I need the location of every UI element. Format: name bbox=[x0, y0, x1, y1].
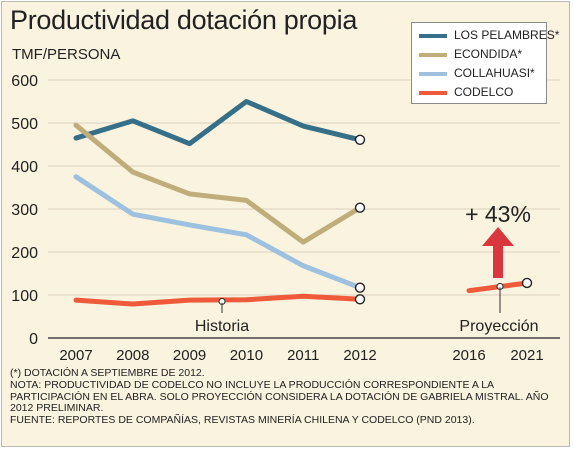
growth-label: + 43% bbox=[465, 201, 531, 227]
x-tick-label-2009: 2009 bbox=[173, 347, 206, 364]
legend-label-collahuasi: COLLAHUASI* bbox=[454, 66, 535, 80]
growth-arrow-shaft bbox=[493, 244, 503, 278]
y-tick-label-100: 100 bbox=[11, 288, 38, 305]
legend-item-codelco: CODELCO bbox=[412, 83, 546, 102]
legend-label-escondida: ECONDIDA* bbox=[454, 47, 523, 61]
y-tick-label-200: 200 bbox=[11, 245, 38, 262]
legend-swatch-los-pelambres bbox=[419, 34, 447, 38]
footnote-nota: NOTA: PRODUCTIVIDAD DE CODELCO NO INCLUY… bbox=[10, 378, 549, 415]
series-line-collahuasi bbox=[73, 174, 363, 291]
legend: LOS PELAMBRES* ECONDIDA* COLLAHUASI* COD… bbox=[411, 22, 559, 104]
x-tick-label-2007: 2007 bbox=[59, 347, 92, 364]
end-marker-codelco bbox=[354, 294, 366, 305]
end-marker-collahuasi bbox=[354, 282, 366, 293]
footnote-dotacion: (*) DOTACIÓN A SEPTIEMBRE DE 2012. bbox=[10, 367, 205, 379]
x-tick-label-2021: 2021 bbox=[510, 347, 543, 364]
footnotes: (*) DOTACIÓN A SEPTIEMBRE DE 2012. NOTA:… bbox=[10, 367, 566, 427]
legend-swatch-escondida bbox=[419, 53, 447, 57]
x-tick-label-2008: 2008 bbox=[116, 347, 149, 364]
projection-label: Proyección bbox=[459, 318, 538, 335]
legend-label-los-pelambres: LOS PELAMBRES* bbox=[454, 28, 560, 42]
end-marker-los-pelambres bbox=[354, 134, 366, 145]
unit-label: TMF/PERSONA bbox=[12, 46, 121, 63]
series-line-los-pelambres bbox=[73, 99, 363, 147]
history-label: Historia bbox=[195, 318, 249, 335]
legend-item-los-pelambres: LOS PELAMBRES* bbox=[412, 26, 559, 45]
y-tick-label-600: 600 bbox=[11, 73, 38, 90]
legend-label-codelco: CODELCO bbox=[454, 85, 514, 99]
x-tick-label-2010: 2010 bbox=[230, 347, 263, 364]
y-tick-label-0: 0 bbox=[29, 331, 38, 348]
end-marker-econdida bbox=[354, 202, 366, 213]
x-tick-label-2011: 2011 bbox=[287, 347, 319, 364]
x-tick-label-2012: 2012 bbox=[343, 347, 376, 364]
y-tick-label-300: 300 bbox=[11, 202, 38, 219]
series-line-codelco bbox=[73, 293, 363, 307]
y-tick-label-500: 500 bbox=[11, 116, 38, 133]
legend-item-collahuasi: COLLAHUASI* bbox=[412, 64, 546, 83]
legend-swatch-collahuasi bbox=[419, 72, 447, 76]
footnote-fuente: FUENTE: REPORTES DE COMPAÑÍAS, REVISTAS … bbox=[10, 414, 475, 427]
x-tick-label-2016: 2016 bbox=[452, 347, 485, 364]
y-tick-label-400: 400 bbox=[11, 159, 38, 176]
projection-end-marker-codelco bbox=[521, 277, 533, 289]
legend-swatch-codelco bbox=[419, 91, 447, 95]
series-line-econdida bbox=[73, 122, 363, 245]
growth-arrow-head bbox=[482, 227, 514, 246]
legend-item-escondida: ECONDIDA* bbox=[412, 45, 546, 64]
chart-title: Productividad dotación propia bbox=[10, 5, 358, 35]
